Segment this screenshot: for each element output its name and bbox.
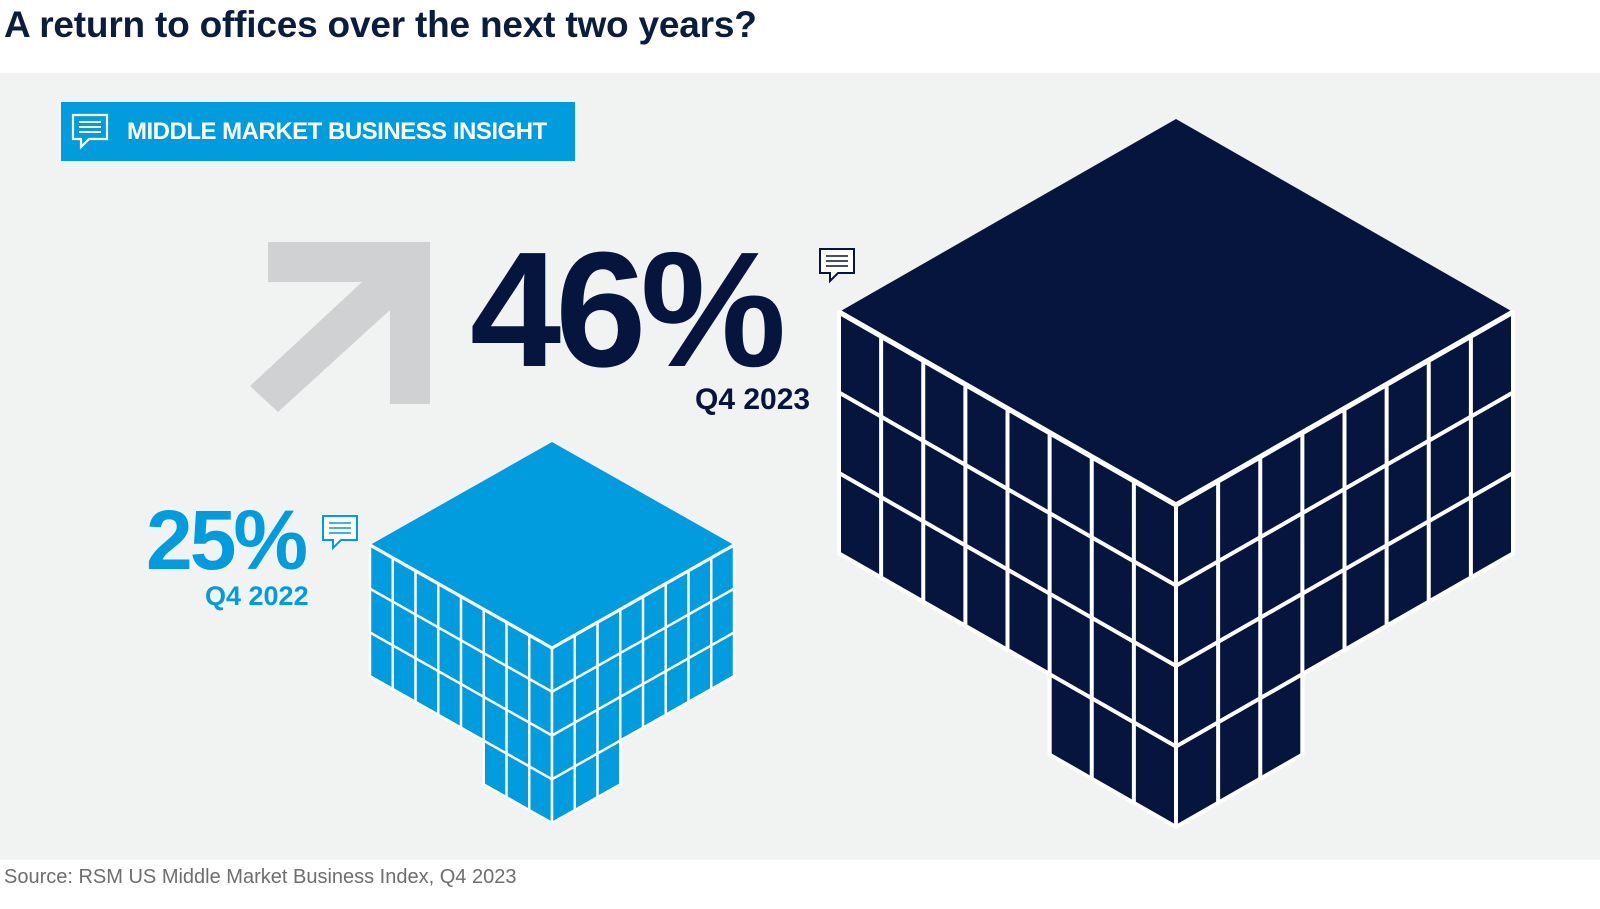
buildings-illustration (368, 119, 1515, 829)
insight-badge: MIDDLE MARKET BUSINESS INSIGHT (61, 102, 575, 161)
source-note: Source: RSM US Middle Market Business In… (4, 866, 517, 888)
stat-period-2022: Q4 2022 (205, 581, 309, 611)
speech-bubble-icon (322, 515, 358, 551)
speech-bubble-icon (71, 113, 109, 150)
stat-value-2022: 25% (146, 493, 308, 587)
badge-label: MIDDLE MARKET BUSINESS INSIGHT (127, 118, 547, 145)
arrow-up-right-icon (250, 242, 430, 412)
building-icon-large (837, 119, 1515, 829)
stat-value-2023: 46% (470, 218, 786, 401)
building-icon-small (368, 442, 736, 825)
page-title: A return to offices over the next two ye… (4, 4, 757, 45)
speech-bubble-icon (819, 248, 855, 284)
stat-period-2023: Q4 2023 (695, 383, 811, 416)
